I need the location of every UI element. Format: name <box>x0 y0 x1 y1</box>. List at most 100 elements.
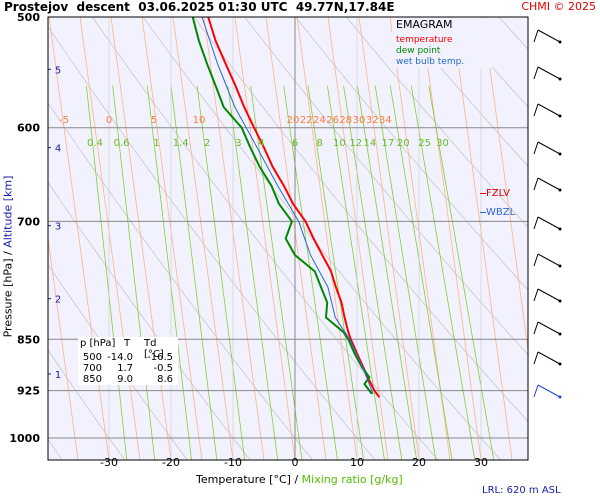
wind-barb-staff <box>537 29 561 43</box>
dry-adiabat-line <box>345 17 528 228</box>
fzlv-label: FZLV <box>480 188 510 199</box>
mixing-ratio-label: 2 <box>204 138 210 149</box>
wind-barb-staff <box>537 177 561 191</box>
wind-barb <box>533 253 562 268</box>
wind-barb-dot <box>558 332 562 336</box>
isotherm-label: 26 <box>326 115 339 126</box>
table-header-td: Td [°C] <box>144 338 164 360</box>
data-table: p [hPa] T Td [°C] 500 -14.0 -16.5 700 1.… <box>78 337 178 385</box>
y-axis-label-sep: / <box>1 251 15 255</box>
mixing-ratio-label: 1 <box>153 138 159 149</box>
wind-barb-flag <box>533 216 539 230</box>
mixing-ratio-label: 3 <box>235 138 241 149</box>
mixing-ratio-line <box>170 85 218 460</box>
mixing-ratio-line <box>196 85 246 460</box>
dry-adiabat-line <box>244 17 528 356</box>
temperature-tick-label: -10 <box>224 456 242 469</box>
wind-barb <box>533 384 562 399</box>
altitude-tick-label: 1 <box>55 370 61 381</box>
temperature-tick-label: 30 <box>474 456 488 469</box>
temperature-tick-label: 20 <box>412 456 426 469</box>
plot-frame <box>47 16 529 461</box>
wind-barb-staff <box>537 216 561 230</box>
dry-adiabat-line <box>48 102 314 460</box>
wind-barb-dot <box>558 227 562 231</box>
isotherm-label: 34 <box>379 115 392 126</box>
pressure-tick-label: 1000 <box>9 432 40 445</box>
wind-barb-staff <box>537 66 561 80</box>
dry-adiabat-line <box>48 181 251 460</box>
dry-adiabat-line <box>193 17 528 423</box>
table-cell: 1.7 <box>117 363 133 374</box>
temperature-tick-label: 10 <box>350 456 364 469</box>
isotherm-line <box>451 17 513 460</box>
altitude-tick-label: 3 <box>55 222 61 233</box>
isotherm-line <box>296 17 358 460</box>
wind-barb <box>533 103 562 118</box>
table-header-t: T <box>124 338 131 349</box>
dry-adiabat-line <box>529 0 600 473</box>
mixing-ratio-line <box>283 85 338 460</box>
table-header-p: p [hPa] <box>80 338 116 349</box>
dry-adiabat-line <box>91 17 439 460</box>
dry-adiabat-line <box>48 263 188 460</box>
table-cell: 850 <box>82 374 102 385</box>
wbzl-label: WBZL <box>480 207 515 218</box>
y-axis-label-altitude: Altitude [km] <box>1 175 15 248</box>
mixing-ratio-line <box>86 85 128 460</box>
wind-barb-flag <box>533 29 539 43</box>
wind-barb-dot <box>558 299 562 303</box>
y-axis-label-pressure: Pressure [hPa] <box>1 258 15 338</box>
isotherm-label: 30 <box>353 115 366 126</box>
x-axis-label-mix: Mixing ratio [g/kg] <box>301 473 403 486</box>
table-cell: -0.5 <box>153 363 173 374</box>
isotherm-label: 5 <box>151 115 157 126</box>
wind-barb-flag <box>533 66 539 80</box>
copyright: CHMI © 2025 <box>521 0 596 13</box>
isotherm-label: 32 <box>366 115 379 126</box>
isotherm-line <box>358 17 420 460</box>
table-cell: 9.0 <box>117 374 133 385</box>
wind-barb-flag <box>533 288 539 302</box>
wind-barb-staff <box>537 351 561 365</box>
mixing-ratio-line <box>112 85 156 460</box>
table-cell: 8.6 <box>157 374 173 385</box>
table-cell: 700 <box>82 363 102 374</box>
wet-bulb-temp-profile-line <box>201 17 374 395</box>
mixing-ratio-line <box>357 85 418 460</box>
pressure-tick-label: 925 <box>17 385 40 398</box>
isotherm-line <box>48 17 110 460</box>
wind-barb-staff <box>537 141 561 155</box>
isotherm-line <box>234 17 296 460</box>
isotherm-line <box>79 17 141 460</box>
mixing-ratio-label: 30 <box>436 138 449 149</box>
wind-barb-staff <box>537 288 561 302</box>
isotherm-label: 24 <box>313 115 326 126</box>
x-axis-label-sep: / <box>294 473 299 486</box>
wind-barb-dot <box>558 114 562 118</box>
mixing-ratio-line <box>146 85 192 460</box>
mixing-ratio-label: 6 <box>292 138 298 149</box>
mixing-ratio-label: 20 <box>397 138 410 149</box>
dry-adiabat-line <box>48 349 126 460</box>
mixing-ratio-label: 0.6 <box>114 138 130 149</box>
dry-adiabat-line <box>447 17 528 108</box>
legend-wet-bulb: wet bulb temp. <box>396 57 465 67</box>
temperature-tick-label: 0 <box>292 456 299 469</box>
wind-barb-flag <box>533 253 539 267</box>
x-axis-label-temp: Temperature [°C] <box>196 473 291 486</box>
wind-barb-flag <box>533 384 539 398</box>
wind-barb-dot <box>558 77 562 81</box>
dry-adiabat-line <box>48 26 376 460</box>
mixing-ratio-label: 0.4 <box>87 138 103 149</box>
wind-barb <box>533 29 562 44</box>
isotherm-line <box>420 17 482 460</box>
wind-barb-flag <box>533 351 539 365</box>
mixing-ratio-line <box>374 85 437 460</box>
wind-barb <box>533 288 562 303</box>
isotherm-line <box>48 235 79 460</box>
pressure-tick-label: 500 <box>17 11 40 24</box>
isotherm-line <box>203 17 265 460</box>
legend-dew-point: dew point <box>396 46 441 56</box>
